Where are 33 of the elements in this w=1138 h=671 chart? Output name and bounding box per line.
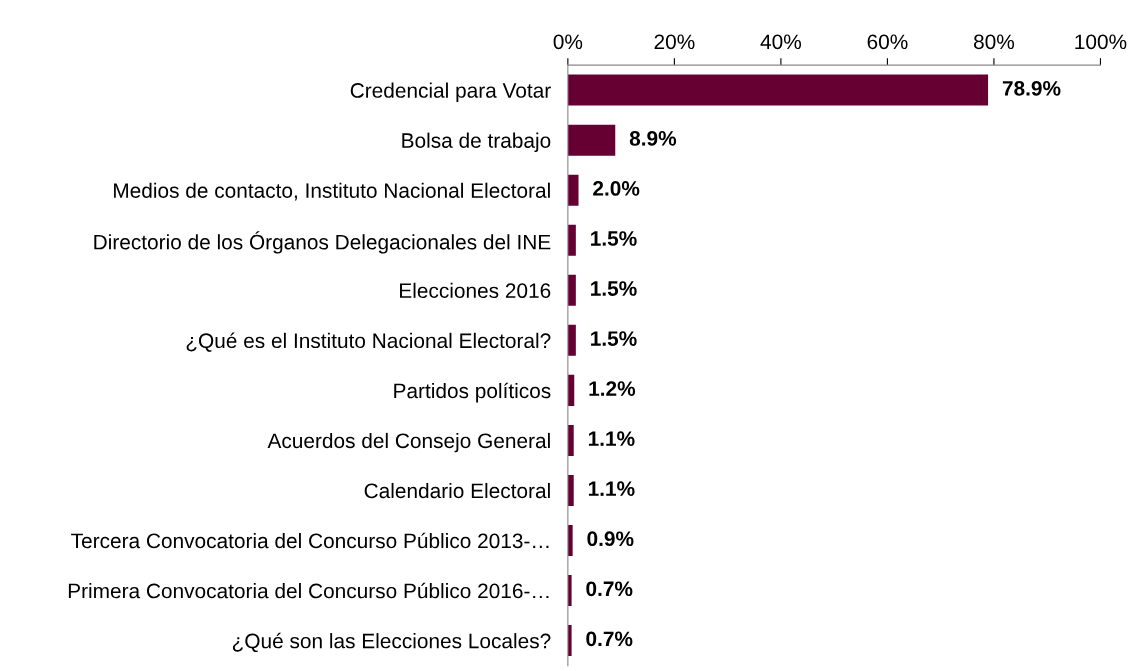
y-tick-label: Elecciones 2016 (400, 282, 551, 299)
data-label: 2.0% (593, 181, 640, 196)
bar (567, 74, 989, 106)
data-label: 1.5% (591, 331, 637, 346)
data-label: 1.5% (591, 281, 637, 296)
y-tick-label: Medios de contacto, Instituto Nacional Electoral (114, 182, 550, 201)
x-tick-label: 20% (654, 34, 695, 50)
bar (567, 124, 616, 156)
data-label: 78.9% (1002, 80, 1061, 96)
y-tick-label: Primera Convocatoria del Concurso Público 2016-… (68, 582, 549, 599)
x-tick-label: 0% (553, 34, 583, 50)
data-label: 1.1% (588, 481, 635, 497)
y-tick-label: ¿Qué es el Instituto Nacional Electoral? (186, 332, 551, 352)
data-label: 0.7% (586, 581, 633, 597)
data-label: 0.9% (587, 531, 634, 547)
y-tick-label: Directorio de los Órganos Delegacionales del INE (94, 231, 551, 254)
y-tick-label: Tercera Convocatoria del Concurso Público 2013-… (71, 532, 549, 549)
data-label: 8.9% (629, 130, 677, 146)
y-tick-label: Partidos políticos (394, 382, 551, 403)
y-tick-label: Bolsa de trabajo (402, 132, 551, 153)
data-label: 1.2% (589, 381, 636, 396)
y-tick-label: ¿Qué son las Elecciones Locales? (232, 632, 551, 653)
y-tick-label: Calendario Electoral (364, 482, 550, 499)
bar (567, 174, 579, 206)
data-label: 1.1% (588, 431, 635, 446)
data-label: 0.7% (586, 631, 633, 647)
y-tick-label: Credencial para Votar (350, 82, 551, 102)
x-tick-label: 100% (1075, 34, 1127, 50)
x-tick-label: 60% (867, 34, 908, 50)
x-tick-label: 80% (973, 34, 1015, 50)
y-tick-label: Acuerdos del Consejo General (267, 432, 550, 453)
x-tick-label: 40% (760, 34, 801, 50)
data-label: 1.5% (591, 231, 637, 246)
